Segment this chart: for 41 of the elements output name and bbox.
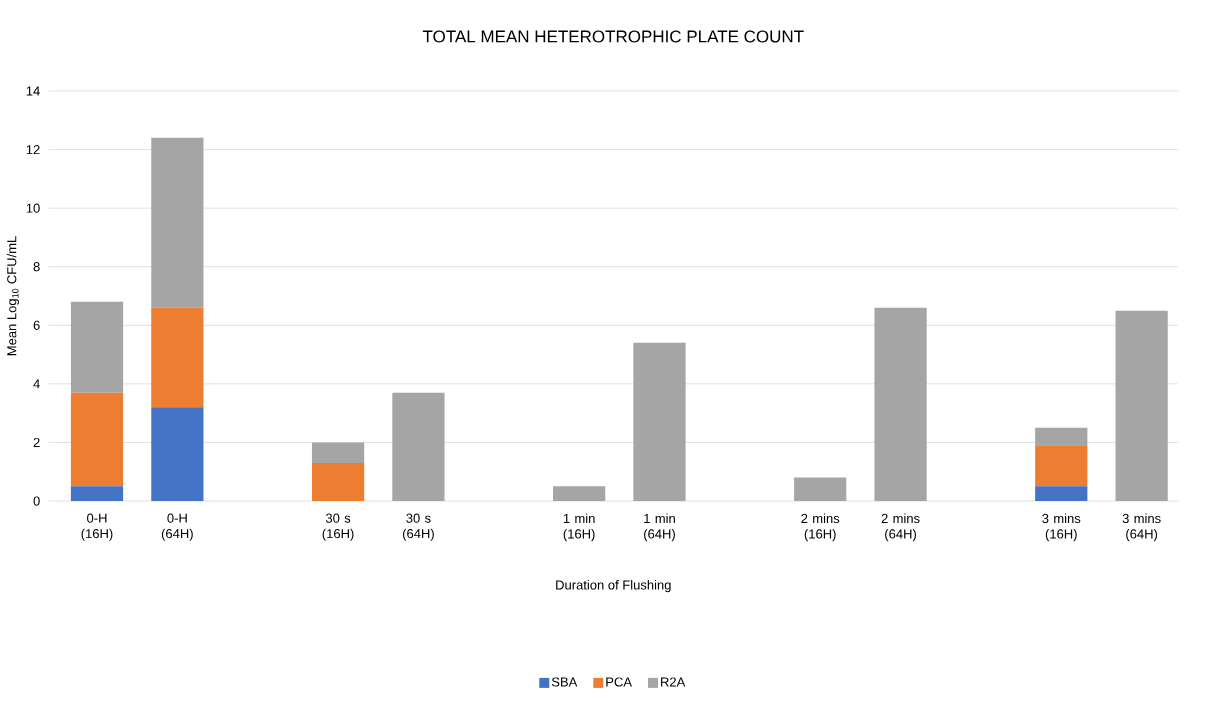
bar: [1035, 427, 1088, 446]
y-tick-label: 4: [33, 379, 40, 389]
legend-label: SBA: [551, 677, 578, 687]
y-tick-label: 2: [33, 437, 40, 447]
y-tick-label: 10: [26, 203, 40, 213]
bar: [553, 486, 606, 501]
x-tick-label: 2 mins (64H): [881, 513, 920, 542]
y-tick-label: 6: [33, 320, 40, 330]
bar: [392, 392, 445, 501]
x-tick-label: 30 s (16H): [322, 513, 354, 541]
x-tick-label: 30 s (64H): [402, 513, 434, 541]
bar: [1115, 310, 1168, 501]
bar: [70, 486, 124, 501]
bar: [70, 392, 124, 487]
bar: [311, 462, 365, 501]
bar: [151, 137, 204, 308]
y-tick-label: 14: [26, 86, 40, 96]
x-tick-label: 0-H (64H): [161, 513, 193, 541]
chart-title: TOTAL MEAN HETEROTROPHIC PLATE COUNT: [422, 30, 804, 43]
bar: [311, 442, 365, 463]
x-axis-title: Duration of Flushing: [556, 580, 671, 593]
bar: [633, 342, 686, 501]
bar: [151, 407, 204, 501]
x-tick-label: 1 min (16H): [563, 513, 595, 542]
y-axis-title: Mean Log$_{10}$ CFU/mL: [6, 236, 19, 356]
legend-label: R2A: [661, 677, 686, 687]
bar: [70, 301, 124, 393]
bar: [794, 477, 847, 501]
x-tick-label: 0-H (16H): [81, 513, 113, 541]
x-tick-label: 1 min (64H): [644, 513, 675, 542]
y-tick-label: 8: [33, 262, 40, 272]
x-tick-label: 2 mins (16H): [801, 513, 840, 542]
bar: [151, 307, 204, 408]
x-tick-label: 3 mins (16H): [1042, 513, 1081, 542]
y-tick-label: 0: [33, 496, 40, 506]
bar: [1035, 445, 1088, 487]
x-tick-label: 3 mins (64H): [1122, 513, 1161, 542]
legend-label: PCA: [606, 677, 632, 687]
y-tick-label: 12: [26, 145, 40, 155]
bar: [1035, 486, 1088, 501]
bar: [874, 307, 927, 501]
